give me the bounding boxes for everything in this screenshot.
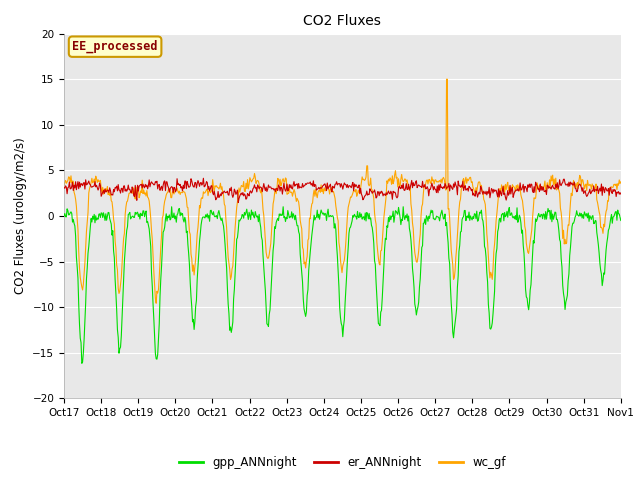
Title: CO2 Fluxes: CO2 Fluxes (303, 14, 381, 28)
gpp_ANNnight (185, 251, 193, 256)
gpp_ANNnight (128, 214, 136, 219)
wc_gf (185, 218, 193, 224)
wc_gf (617, 179, 625, 185)
er_ANNnight (200, 175, 207, 181)
er_ANNnight (428, 180, 436, 186)
er_ANNnight (412, 179, 419, 185)
er_ANNnight (127, 190, 135, 196)
gpp_ANNnight (60, 213, 68, 218)
wc_gf (127, 189, 135, 195)
Text: EE_processed: EE_processed (72, 40, 158, 53)
er_ANNnight (214, 189, 222, 194)
er_ANNnight (184, 181, 192, 187)
gpp_ANNnight (70, 221, 78, 227)
gpp_ANNnight (214, 210, 222, 216)
er_ANNnight (70, 182, 78, 188)
wc_gf (70, 189, 78, 195)
er_ANNnight (60, 185, 68, 191)
Line: er_ANNnight: er_ANNnight (64, 178, 621, 203)
gpp_ANNnight (428, 210, 436, 216)
wc_gf (60, 182, 68, 188)
wc_gf (152, 300, 160, 306)
er_ANNnight (617, 191, 625, 197)
wc_gf (214, 185, 222, 191)
Line: gpp_ANNnight: gpp_ANNnight (64, 207, 621, 363)
wc_gf (411, 250, 419, 256)
Legend: gpp_ANNnight, er_ANNnight, wc_gf: gpp_ANNnight, er_ANNnight, wc_gf (174, 452, 511, 474)
Y-axis label: CO2 Fluxes (urology/m2/s): CO2 Fluxes (urology/m2/s) (13, 138, 27, 294)
gpp_ANNnight (399, 204, 407, 210)
gpp_ANNnight (78, 360, 86, 366)
wc_gf (428, 180, 435, 186)
gpp_ANNnight (617, 217, 625, 223)
gpp_ANNnight (412, 305, 419, 311)
wc_gf (443, 76, 451, 82)
er_ANNnight (234, 200, 242, 205)
Line: wc_gf: wc_gf (64, 79, 621, 303)
